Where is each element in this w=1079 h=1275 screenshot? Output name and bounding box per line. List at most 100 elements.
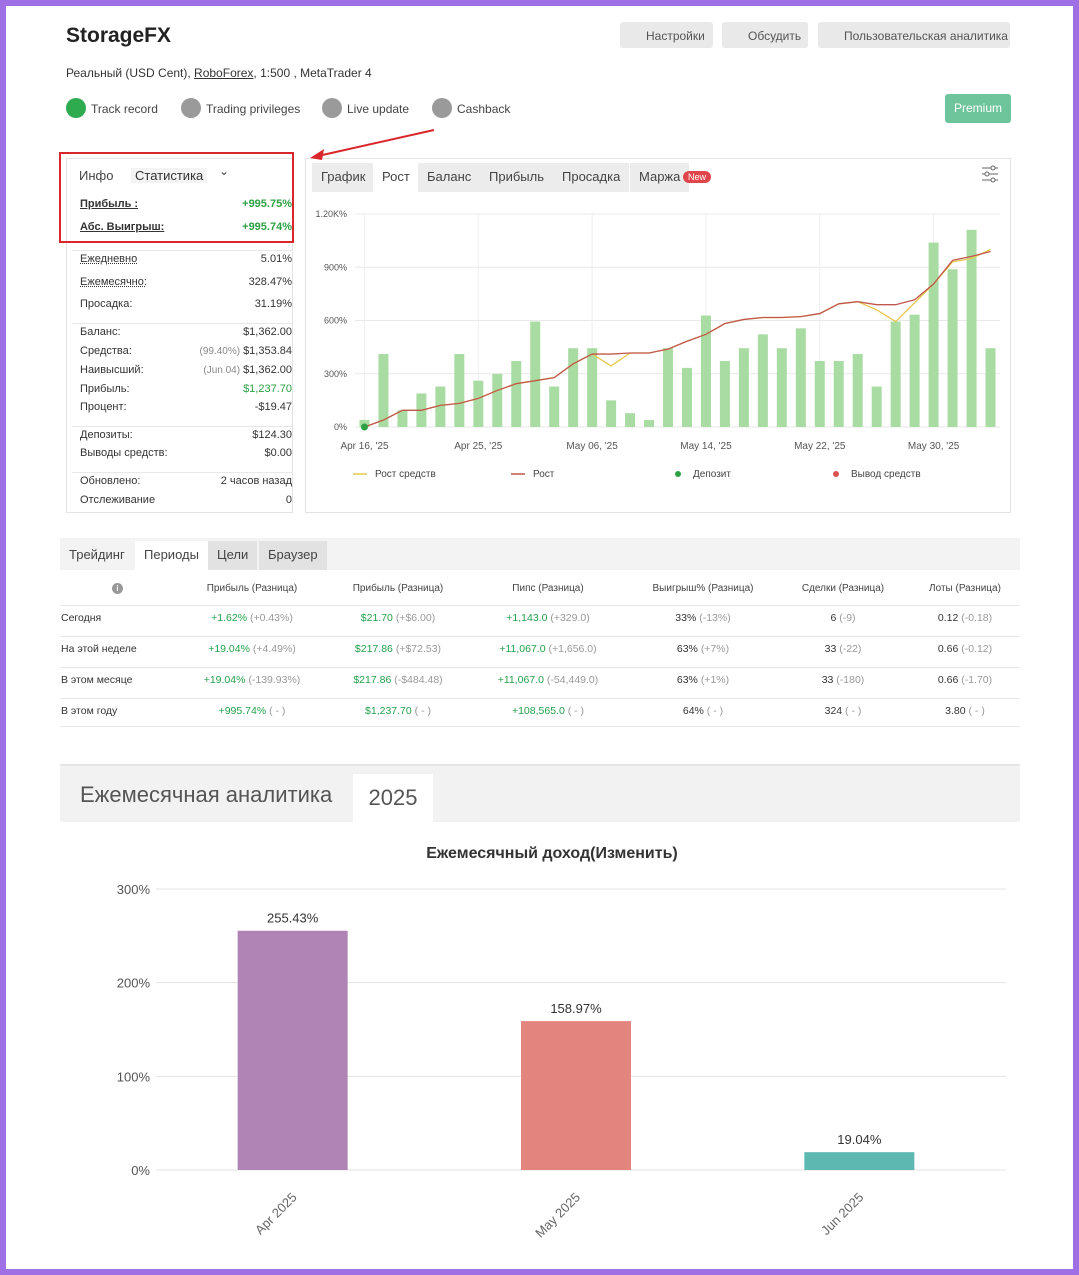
header-button[interactable]: Обсудить: [722, 22, 808, 48]
separator: [72, 250, 293, 251]
cell-value: +11,067.0: [499, 643, 546, 655]
table-cell: 33 (-180): [763, 674, 923, 686]
cell-value: 324: [824, 705, 843, 717]
stat-value: $124.30: [252, 429, 292, 441]
broker-link[interactable]: RoboForex: [194, 66, 254, 80]
cell-value: +995.74%: [218, 705, 267, 717]
stat-row: Просадка: 31.19%: [80, 298, 292, 314]
stat-note: (Jun 04): [203, 365, 241, 376]
charts: 0%300%600%900%1.20K%Apr 16, '25 Apr 25, '…: [117, 129, 1010, 1240]
cell-value: 0.12: [937, 612, 959, 624]
stats-tab[interactable]: Инфо: [79, 168, 114, 183]
cell-value: +1,143.0: [506, 612, 548, 624]
premium-button[interactable]: Premium: [945, 94, 1011, 123]
stat-value: +995.75%: [242, 198, 292, 210]
stat-label: Процент:: [80, 401, 127, 413]
cell-diff: (-0.12): [961, 643, 993, 655]
stat-number: $0.00: [264, 447, 292, 459]
growth-tab[interactable]: Рост: [373, 163, 419, 192]
cell-value: 64%: [682, 705, 704, 717]
growth-tab[interactable]: Просадка: [553, 163, 630, 192]
cell-value: +19.04%: [203, 674, 246, 686]
stat-number: 31.19%: [254, 298, 292, 310]
legend-swatch: [833, 471, 839, 477]
cell-value: 0.66: [937, 643, 959, 655]
growth-tab[interactable]: Баланс: [418, 163, 481, 192]
stat-label: Отслеживание: [80, 494, 156, 506]
stat-number: $1,362.00: [243, 326, 292, 338]
header-button[interactable]: Настройки: [620, 22, 713, 48]
bar: [757, 334, 768, 427]
row-line: [60, 667, 1020, 668]
column-header: Пипс (Разница): [512, 583, 584, 594]
bar: [663, 348, 674, 427]
x-tick-label: Apr 2025: [252, 1190, 300, 1238]
info-icon: i: [112, 583, 123, 594]
bar: [492, 373, 503, 427]
table-cell: 64% ( - ): [623, 705, 783, 717]
stat-row: Процент: -$19.47: [80, 401, 292, 417]
stat-row: Ежемесячно: 328.47%: [80, 276, 292, 292]
cell-value: 33: [821, 674, 834, 686]
x-tick-label: May 14, '25: [680, 441, 732, 452]
stat-number: -$19.47: [254, 401, 292, 413]
highlight-box: [59, 152, 294, 243]
bar: [473, 380, 484, 427]
table-cell: 63% (+1%): [623, 674, 783, 686]
stat-value: $1,362.00: [243, 326, 292, 338]
legend-label: Рост средств: [375, 469, 436, 480]
badge-icon: [322, 98, 342, 118]
periods-tab[interactable]: Трейдинг: [69, 547, 125, 562]
table-cell: 324 ( - ): [763, 705, 923, 717]
table-cell: +108,565.0 ( - ): [468, 705, 628, 717]
bar: [606, 400, 617, 427]
cell-value: $21.70: [360, 612, 393, 624]
y-tick-label: 0%: [334, 422, 347, 432]
header-button[interactable]: Пользовательская аналитика: [818, 22, 1010, 48]
arrow-head: [310, 149, 324, 160]
settings-icon[interactable]: [982, 165, 998, 183]
bar: [625, 413, 636, 427]
growth-tab[interactable]: График: [312, 163, 375, 192]
bar: [397, 410, 408, 427]
stat-label: Прибыль :: [80, 198, 139, 210]
row-label: В этом году: [61, 705, 118, 717]
monthly-tab[interactable]: Ежемесячная аналитика: [80, 782, 333, 807]
cell-diff: (-0.18): [961, 612, 993, 624]
table-cell: +1,143.0 (+329.0): [468, 612, 628, 624]
stat-note: (99.40%): [199, 346, 241, 357]
stat-label: Баланс:: [80, 326, 121, 338]
cell-diff: ( - ): [414, 705, 431, 717]
periods-tab[interactable]: Цели: [208, 541, 258, 570]
new-badge: New: [683, 171, 712, 183]
separator: [72, 323, 293, 324]
stat-value: (Jun 04) $1,362.00: [203, 364, 292, 376]
table-cell: +11,067.0 (-54,449.0): [468, 674, 628, 686]
periods-tab[interactable]: Браузер: [259, 541, 327, 570]
cell-diff: (+1%): [700, 674, 730, 686]
growth-tab[interactable]: Прибыль: [480, 163, 553, 192]
bar: [890, 321, 901, 427]
table-cell: $21.70 (+$6.00): [318, 612, 478, 624]
monthly-tab[interactable]: 2025: [353, 774, 433, 822]
stat-label: Средства:: [80, 345, 132, 357]
stat-row: Абс. Выигрыш: +995.74%: [80, 221, 292, 237]
stat-row: Прибыль: $1,237.70: [80, 383, 292, 399]
cell-diff: ( - ): [845, 705, 862, 717]
table-cell: 6 (-9): [763, 612, 923, 624]
stat-label: Прибыль:: [80, 383, 130, 395]
stat-value: 2 часов назад: [221, 475, 292, 487]
title: StorageFX: [66, 24, 172, 47]
cell-value: 0.66: [937, 674, 959, 686]
value-label: 255.43%: [267, 911, 319, 926]
table-cell: $217.86 (-$484.48): [318, 674, 478, 686]
x-tick-label: Apr 25, '25: [454, 441, 502, 452]
periods-tab[interactable]: Периоды: [135, 541, 208, 570]
growth-tab[interactable]: Маржа: [630, 163, 690, 192]
stats-tab[interactable]: Статистика: [131, 168, 208, 183]
cell-diff: ( - ): [968, 705, 985, 717]
separator: [72, 472, 293, 473]
cell-diff: (-22): [839, 643, 862, 655]
cell-value: +108,565.0: [511, 705, 565, 717]
bar: [681, 367, 692, 427]
